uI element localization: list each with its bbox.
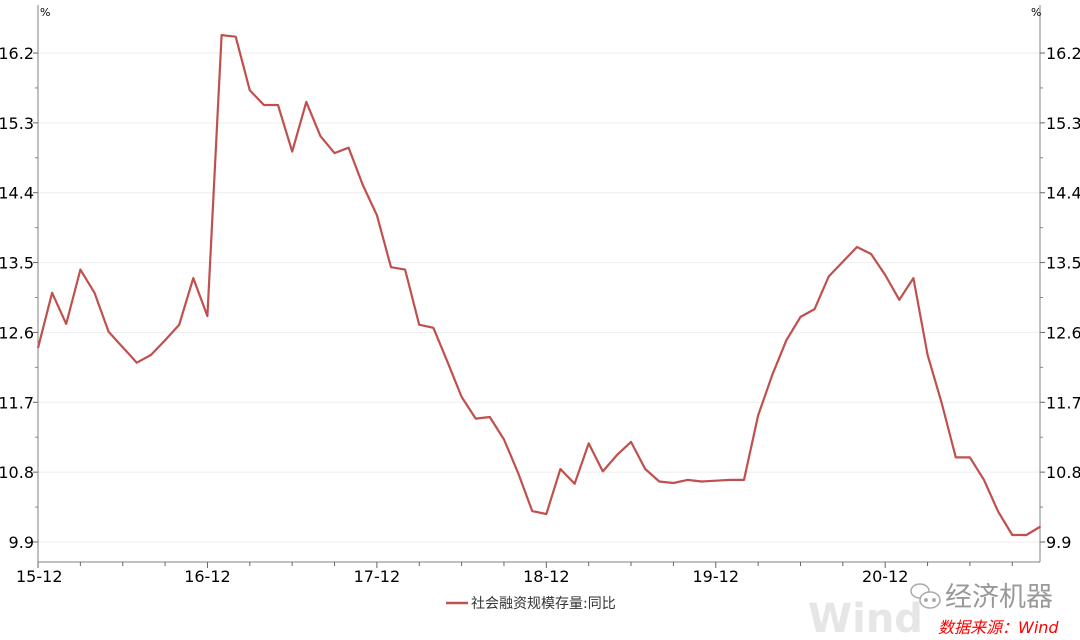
y-tick-label-right: 13.5	[1046, 254, 1080, 273]
data-source: 数据来源：Wind	[938, 618, 1059, 636]
axes	[33, 5, 1045, 568]
x-tick-label: 19-12	[693, 567, 740, 586]
left-y-tick-labels: 9.9 10.8 11.7 12.6 13.5 14.4 15.3 16.2	[0, 44, 34, 552]
y-tick-label-right: 12.6	[1046, 323, 1080, 342]
y-tick-label-left: 15.3	[0, 114, 34, 133]
legend[interactable]: 社会融资规模存量:同比	[446, 596, 616, 612]
watermark-wind: Wind	[808, 596, 923, 636]
y-tick-label-left: 10.8	[0, 463, 34, 482]
y-tick-label-right: 14.4	[1046, 184, 1080, 203]
x-tick-label: 18-12	[523, 567, 570, 586]
series-line	[38, 35, 1041, 535]
x-tick-label: 15-12	[16, 567, 63, 586]
y-tick-label-left: 11.7	[0, 393, 34, 412]
x-tick-label: 17-12	[354, 567, 401, 586]
right-axis-unit: %	[1031, 6, 1041, 19]
x-tick-label: 20-12	[862, 567, 909, 586]
legend-label: 社会融资规模存量:同比	[471, 596, 616, 612]
y-tick-label-left: 13.5	[0, 254, 34, 273]
y-tick-label-right: 16.2	[1046, 44, 1080, 63]
y-tick-label-right: 9.9	[1046, 533, 1071, 552]
y-tick-label-left: 12.6	[0, 323, 34, 342]
series-group	[38, 35, 1041, 535]
y-tick-label-right: 15.3	[1046, 114, 1080, 133]
y-tick-label-right: 10.8	[1046, 463, 1080, 482]
right-y-tick-labels: 9.9 10.8 11.7 12.6 13.5 14.4 15.3 16.2	[1046, 44, 1080, 552]
y-tick-label-left: 9.9	[9, 533, 34, 552]
x-tick-labels: 15-12 16-12 17-12 18-12 19-12 20-12	[16, 567, 908, 586]
y-tick-label-left: 14.4	[0, 184, 34, 203]
y-tick-label-left: 16.2	[0, 44, 34, 63]
left-axis-unit: %	[40, 6, 50, 19]
watermark-brand: 经济机器	[945, 582, 1053, 613]
x-tick-label: 16-12	[184, 567, 231, 586]
y-tick-label-right: 11.7	[1046, 393, 1080, 412]
